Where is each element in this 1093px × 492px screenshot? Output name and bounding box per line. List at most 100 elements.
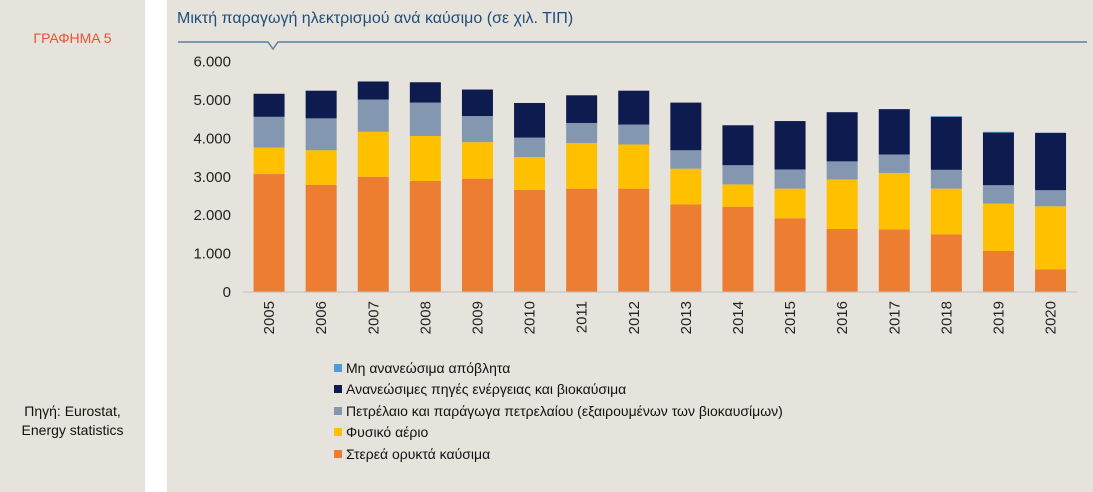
bar-segment-2012-s0	[618, 188, 650, 292]
bar-segment-2005-s2	[253, 116, 285, 148]
bar-segment-2013-s3	[670, 102, 702, 151]
bar-segment-2009-s0	[461, 178, 493, 292]
chart-title: Μικτή παραγωγή ηλεκτρισμού ανά καύσιμο (…	[177, 10, 574, 27]
bar-segment-2019-s3	[982, 132, 1014, 186]
bar-segment-2005-s0	[253, 174, 285, 292]
legend-item: Μη ανανεώσιμα απόβλητα	[334, 357, 783, 379]
bar-segment-2016-s2	[826, 161, 858, 180]
bar-segment-2014-s3	[722, 125, 754, 166]
bar-segment-2015-s0	[774, 218, 806, 292]
x-tick-label: 2014	[730, 301, 747, 334]
bar-segment-2010-s3	[514, 102, 546, 138]
bar-segment-2019-s1	[982, 203, 1014, 251]
bar-segment-2009-s1	[461, 142, 493, 179]
x-tick-label: 2016	[834, 301, 851, 334]
bar-segment-2008-s1	[409, 136, 441, 181]
y-tick-label: 0	[223, 284, 231, 301]
legend-swatch	[334, 428, 342, 437]
x-tick-label: 2009	[469, 301, 486, 334]
legend-label: Φυσικό αέριο	[346, 424, 429, 441]
y-tick-label: 2.000	[193, 207, 231, 224]
legend-label: Πετρέλαιο και παράγωγα πετρελαίου (εξαιρ…	[346, 402, 783, 419]
bar-segment-2020-s3	[1035, 132, 1067, 191]
x-tick-label: 2007	[365, 301, 382, 334]
y-tick-label: 5.000	[193, 92, 231, 109]
bar-segment-2020-s2	[1035, 190, 1067, 207]
y-tick-label: 4.000	[193, 130, 231, 147]
bar-segment-2012-s1	[618, 144, 650, 189]
chart-legend: Μη ανανεώσιμα απόβλητα Ανανεώσιμες πηγές …	[334, 357, 783, 465]
x-tick-label: 2015	[782, 301, 799, 334]
x-tick-label: 2012	[626, 301, 643, 334]
bar-segment-2019-s4	[982, 131, 1014, 133]
x-tick-label: 2019	[990, 301, 1007, 334]
header-line	[178, 41, 1087, 51]
figure-label: ΓΡΑΦΗΜΑ 5	[33, 30, 112, 46]
bar-segment-2019-s0	[982, 250, 1014, 292]
legend-label: Μη ανανεώσιμα απόβλητα	[346, 359, 511, 376]
x-tick-label: 2018	[938, 301, 955, 334]
legend-swatch	[334, 449, 342, 458]
bar-segment-2016-s3	[826, 112, 858, 162]
bar-segment-2005-s3	[253, 93, 285, 117]
bar-segment-2018-s3	[930, 116, 962, 170]
bar-segment-2017-s0	[878, 229, 910, 292]
bar-segment-2011-s0	[566, 188, 598, 292]
bar-segment-2017-s2	[878, 154, 910, 173]
y-axis: 0 1.000 2.000 3.000 4.000 5.000 6.000	[193, 54, 231, 302]
x-tick-label: 2020	[1043, 301, 1060, 334]
bar-segment-2008-s2	[409, 102, 441, 137]
bar-segment-2014-s1	[722, 184, 754, 207]
source-note: Πηγή: Eurostat, Energy statistics	[0, 402, 145, 440]
bar-segment-2012-s3	[618, 90, 650, 125]
bar-segment-2011-s3	[566, 95, 598, 123]
bar-segment-2018-s2	[930, 169, 962, 189]
y-tick-label: 1.000	[193, 246, 231, 263]
bar-segment-2010-s2	[514, 137, 546, 158]
legend-item: Στερεά ορυκτά καύσιμα	[334, 443, 783, 465]
legend-item: Ανανεώσιμες πηγές ενέργειας και βιοκαύσι…	[334, 379, 783, 401]
bar-segment-2010-s0	[514, 189, 546, 292]
bar-segment-2018-s0	[930, 234, 962, 293]
bar-segment-2011-s1	[566, 142, 598, 189]
bar-segment-2008-s0	[409, 180, 441, 292]
legend-swatch	[334, 406, 342, 415]
legend-swatch	[334, 385, 342, 394]
x-tick-label: 2006	[313, 301, 330, 334]
bar-segment-2017-s1	[878, 172, 910, 230]
bar-segment-2016-s1	[826, 179, 858, 229]
legend-label: Στερεά ορυκτά καύσιμα	[346, 445, 491, 462]
bar-segment-2015-s2	[774, 169, 806, 189]
x-tick-label: 2013	[678, 301, 695, 334]
x-tick-label: 2008	[417, 301, 434, 334]
sidebar-panel: ΓΡΑΦΗΜΑ 5 Πηγή: Eurostat, Energy statist…	[0, 0, 145, 492]
bar-segment-2007-s3	[357, 81, 389, 100]
bar-segment-2015-s1	[774, 188, 806, 219]
legend-item: Πετρέλαιο και παράγωγα πετρελαίου (εξαιρ…	[334, 400, 783, 422]
bar-segment-2005-s1	[253, 147, 285, 175]
bar-segment-2006-s3	[305, 90, 337, 119]
bar-segment-2006-s2	[305, 118, 337, 151]
bar-segment-2009-s2	[461, 116, 493, 143]
bar-segment-2006-s0	[305, 184, 337, 292]
bars-group	[253, 81, 1067, 293]
bar-segment-2007-s1	[357, 131, 389, 177]
bar-segment-2015-s3	[774, 121, 806, 170]
bar-segment-2018-s4	[930, 116, 962, 117]
bar-segment-2013-s2	[670, 150, 702, 169]
source-line-1: Πηγή: Eurostat,	[24, 403, 121, 419]
bar-segment-2019-s2	[982, 185, 1014, 204]
bar-segment-2010-s1	[514, 157, 546, 190]
bar-segment-2007-s2	[357, 99, 389, 132]
y-tick-label: 6.000	[193, 54, 231, 71]
x-axis: 2005 2006 2007 2008 2009 2010 2011 2012 2013 2014…	[261, 301, 1060, 334]
bar-segment-2017-s3	[878, 109, 910, 155]
bar-segment-2014-s2	[722, 165, 754, 185]
y-tick-label: 3.000	[193, 169, 231, 186]
legend-item: Φυσικό αέριο	[334, 422, 783, 444]
x-tick-label: 2010	[522, 301, 539, 334]
bar-segment-2013-s0	[670, 204, 702, 292]
bar-segment-2012-s2	[618, 124, 650, 145]
legend-label: Ανανεώσιμες πηγές ενέργειας και βιοκαύσι…	[346, 381, 627, 398]
